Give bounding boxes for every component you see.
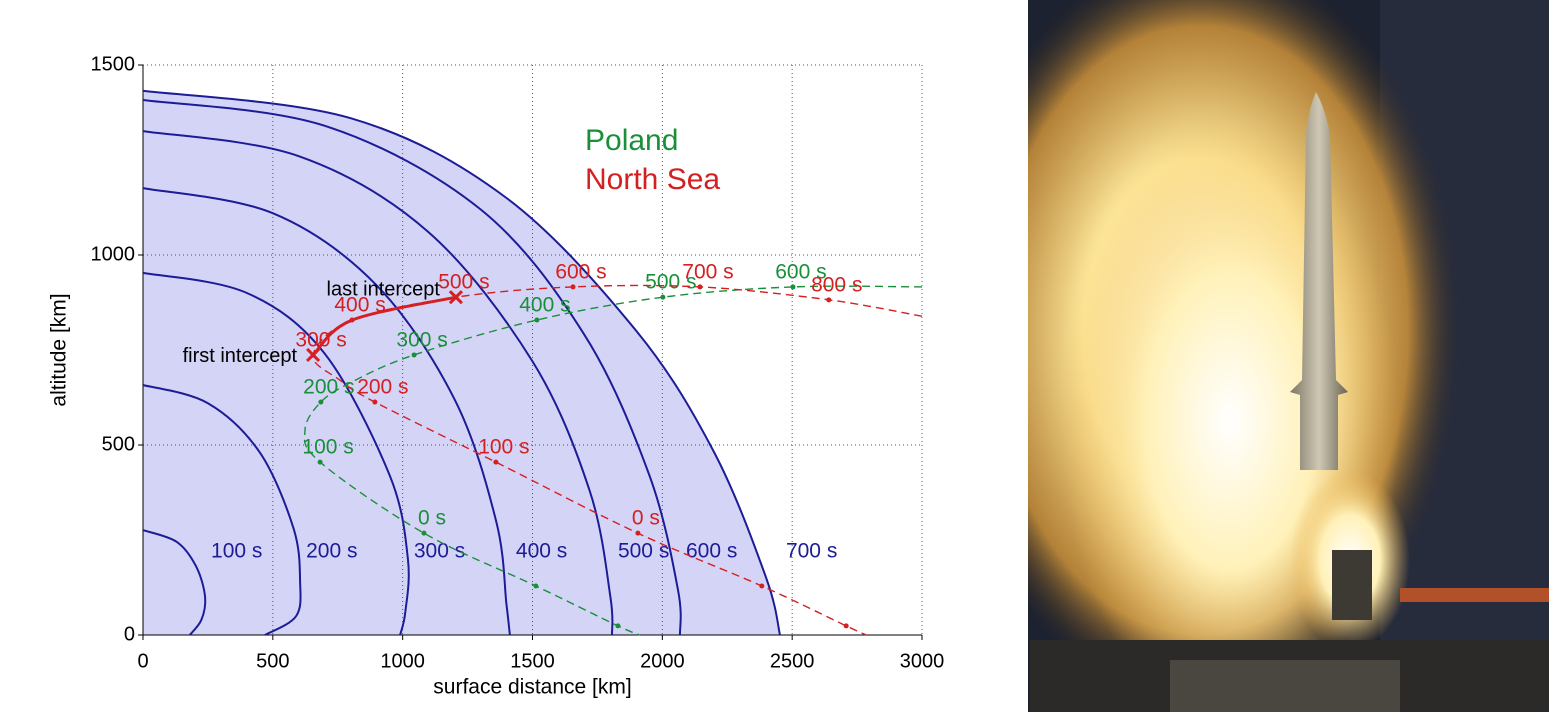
time-marker bbox=[826, 297, 832, 303]
time-label: 0 s bbox=[632, 507, 660, 530]
reach-contour bbox=[142, 130, 614, 636]
time-label: 700 s bbox=[682, 260, 733, 283]
x-tick-label: 3000 bbox=[900, 650, 945, 672]
time-label: 300 s bbox=[396, 328, 447, 351]
intercept-segment bbox=[312, 295, 457, 357]
x-tick-label: 500 bbox=[256, 650, 289, 672]
y-tick-label: 1500 bbox=[91, 53, 136, 75]
x-tick-label: 1500 bbox=[510, 650, 555, 672]
y-tick-label: 1000 bbox=[91, 243, 136, 265]
intercept-label: first intercept bbox=[183, 345, 298, 367]
time-marker bbox=[843, 623, 849, 629]
x-axis-label: surface distance [km] bbox=[433, 676, 631, 699]
time-label: 200 s bbox=[357, 376, 408, 399]
contour-label: 200 s bbox=[306, 540, 357, 563]
x-tick-label: 2500 bbox=[770, 650, 815, 672]
time-marker bbox=[493, 459, 499, 465]
time-marker bbox=[790, 284, 796, 290]
time-label: 500 s bbox=[438, 271, 489, 294]
time-marker bbox=[318, 399, 324, 405]
contour-label: 300 s bbox=[414, 540, 465, 563]
reach-contour bbox=[142, 99, 682, 636]
y-tick-label: 0 bbox=[124, 623, 135, 645]
legend-entry: North Sea bbox=[585, 163, 720, 196]
time-marker bbox=[759, 583, 765, 589]
ship-rail bbox=[1400, 588, 1549, 602]
time-marker bbox=[533, 583, 539, 589]
y-tick-label: 500 bbox=[102, 433, 135, 455]
time-label: 600 s bbox=[555, 260, 606, 283]
time-marker bbox=[411, 352, 417, 358]
legend-entry: Poland bbox=[585, 124, 678, 157]
time-label: 600 s bbox=[775, 260, 826, 283]
time-label: 100 s bbox=[302, 436, 353, 459]
time-marker bbox=[372, 399, 378, 405]
time-label: 300 s bbox=[295, 328, 346, 351]
time-label: 200 s bbox=[303, 376, 354, 399]
reach-contour bbox=[142, 89, 781, 636]
time-marker bbox=[635, 530, 641, 536]
trajectory bbox=[303, 285, 923, 636]
time-marker bbox=[534, 317, 540, 323]
missile bbox=[1290, 92, 1348, 470]
x-tick-label: 1000 bbox=[380, 650, 425, 672]
time-label: 0 s bbox=[418, 507, 446, 530]
contour-label: 600 s bbox=[686, 540, 737, 563]
time-marker bbox=[421, 530, 427, 536]
intercept-label: last intercept bbox=[327, 278, 441, 300]
contour-label: 500 s bbox=[618, 540, 669, 563]
time-marker bbox=[660, 294, 666, 300]
time-marker bbox=[570, 284, 576, 290]
contour-label: 400 s bbox=[516, 540, 567, 563]
photo bbox=[1028, 0, 1549, 712]
time-label: 400 s bbox=[519, 294, 570, 317]
x-tick-label: 0 bbox=[137, 650, 148, 672]
time-label: 100 s bbox=[478, 436, 529, 459]
intercept-cross bbox=[306, 347, 321, 363]
y-axis-label: altitude [km] bbox=[48, 293, 71, 406]
reach-contour bbox=[142, 271, 410, 636]
reach-contour bbox=[142, 529, 207, 636]
contour-label: 700 s bbox=[786, 540, 837, 563]
time-marker bbox=[317, 459, 323, 465]
time-label: 400 s bbox=[334, 294, 385, 317]
plot-area: 0 500 1000 1500 2000 2500 3000 0 500 1000 1500 surf… bbox=[48, 53, 945, 698]
contour-label: 100 s bbox=[211, 540, 262, 563]
launcher bbox=[1170, 660, 1400, 712]
reach-contour bbox=[142, 187, 511, 636]
reach-contour bbox=[142, 384, 302, 636]
time-label: 500 s bbox=[645, 271, 696, 294]
time-marker bbox=[697, 284, 703, 290]
time-label: 800 s bbox=[811, 273, 862, 296]
intercept-cross bbox=[448, 290, 463, 305]
time-marker bbox=[615, 623, 621, 629]
x-tick-label: 2000 bbox=[640, 650, 685, 672]
launcher-hatch bbox=[1332, 550, 1372, 620]
